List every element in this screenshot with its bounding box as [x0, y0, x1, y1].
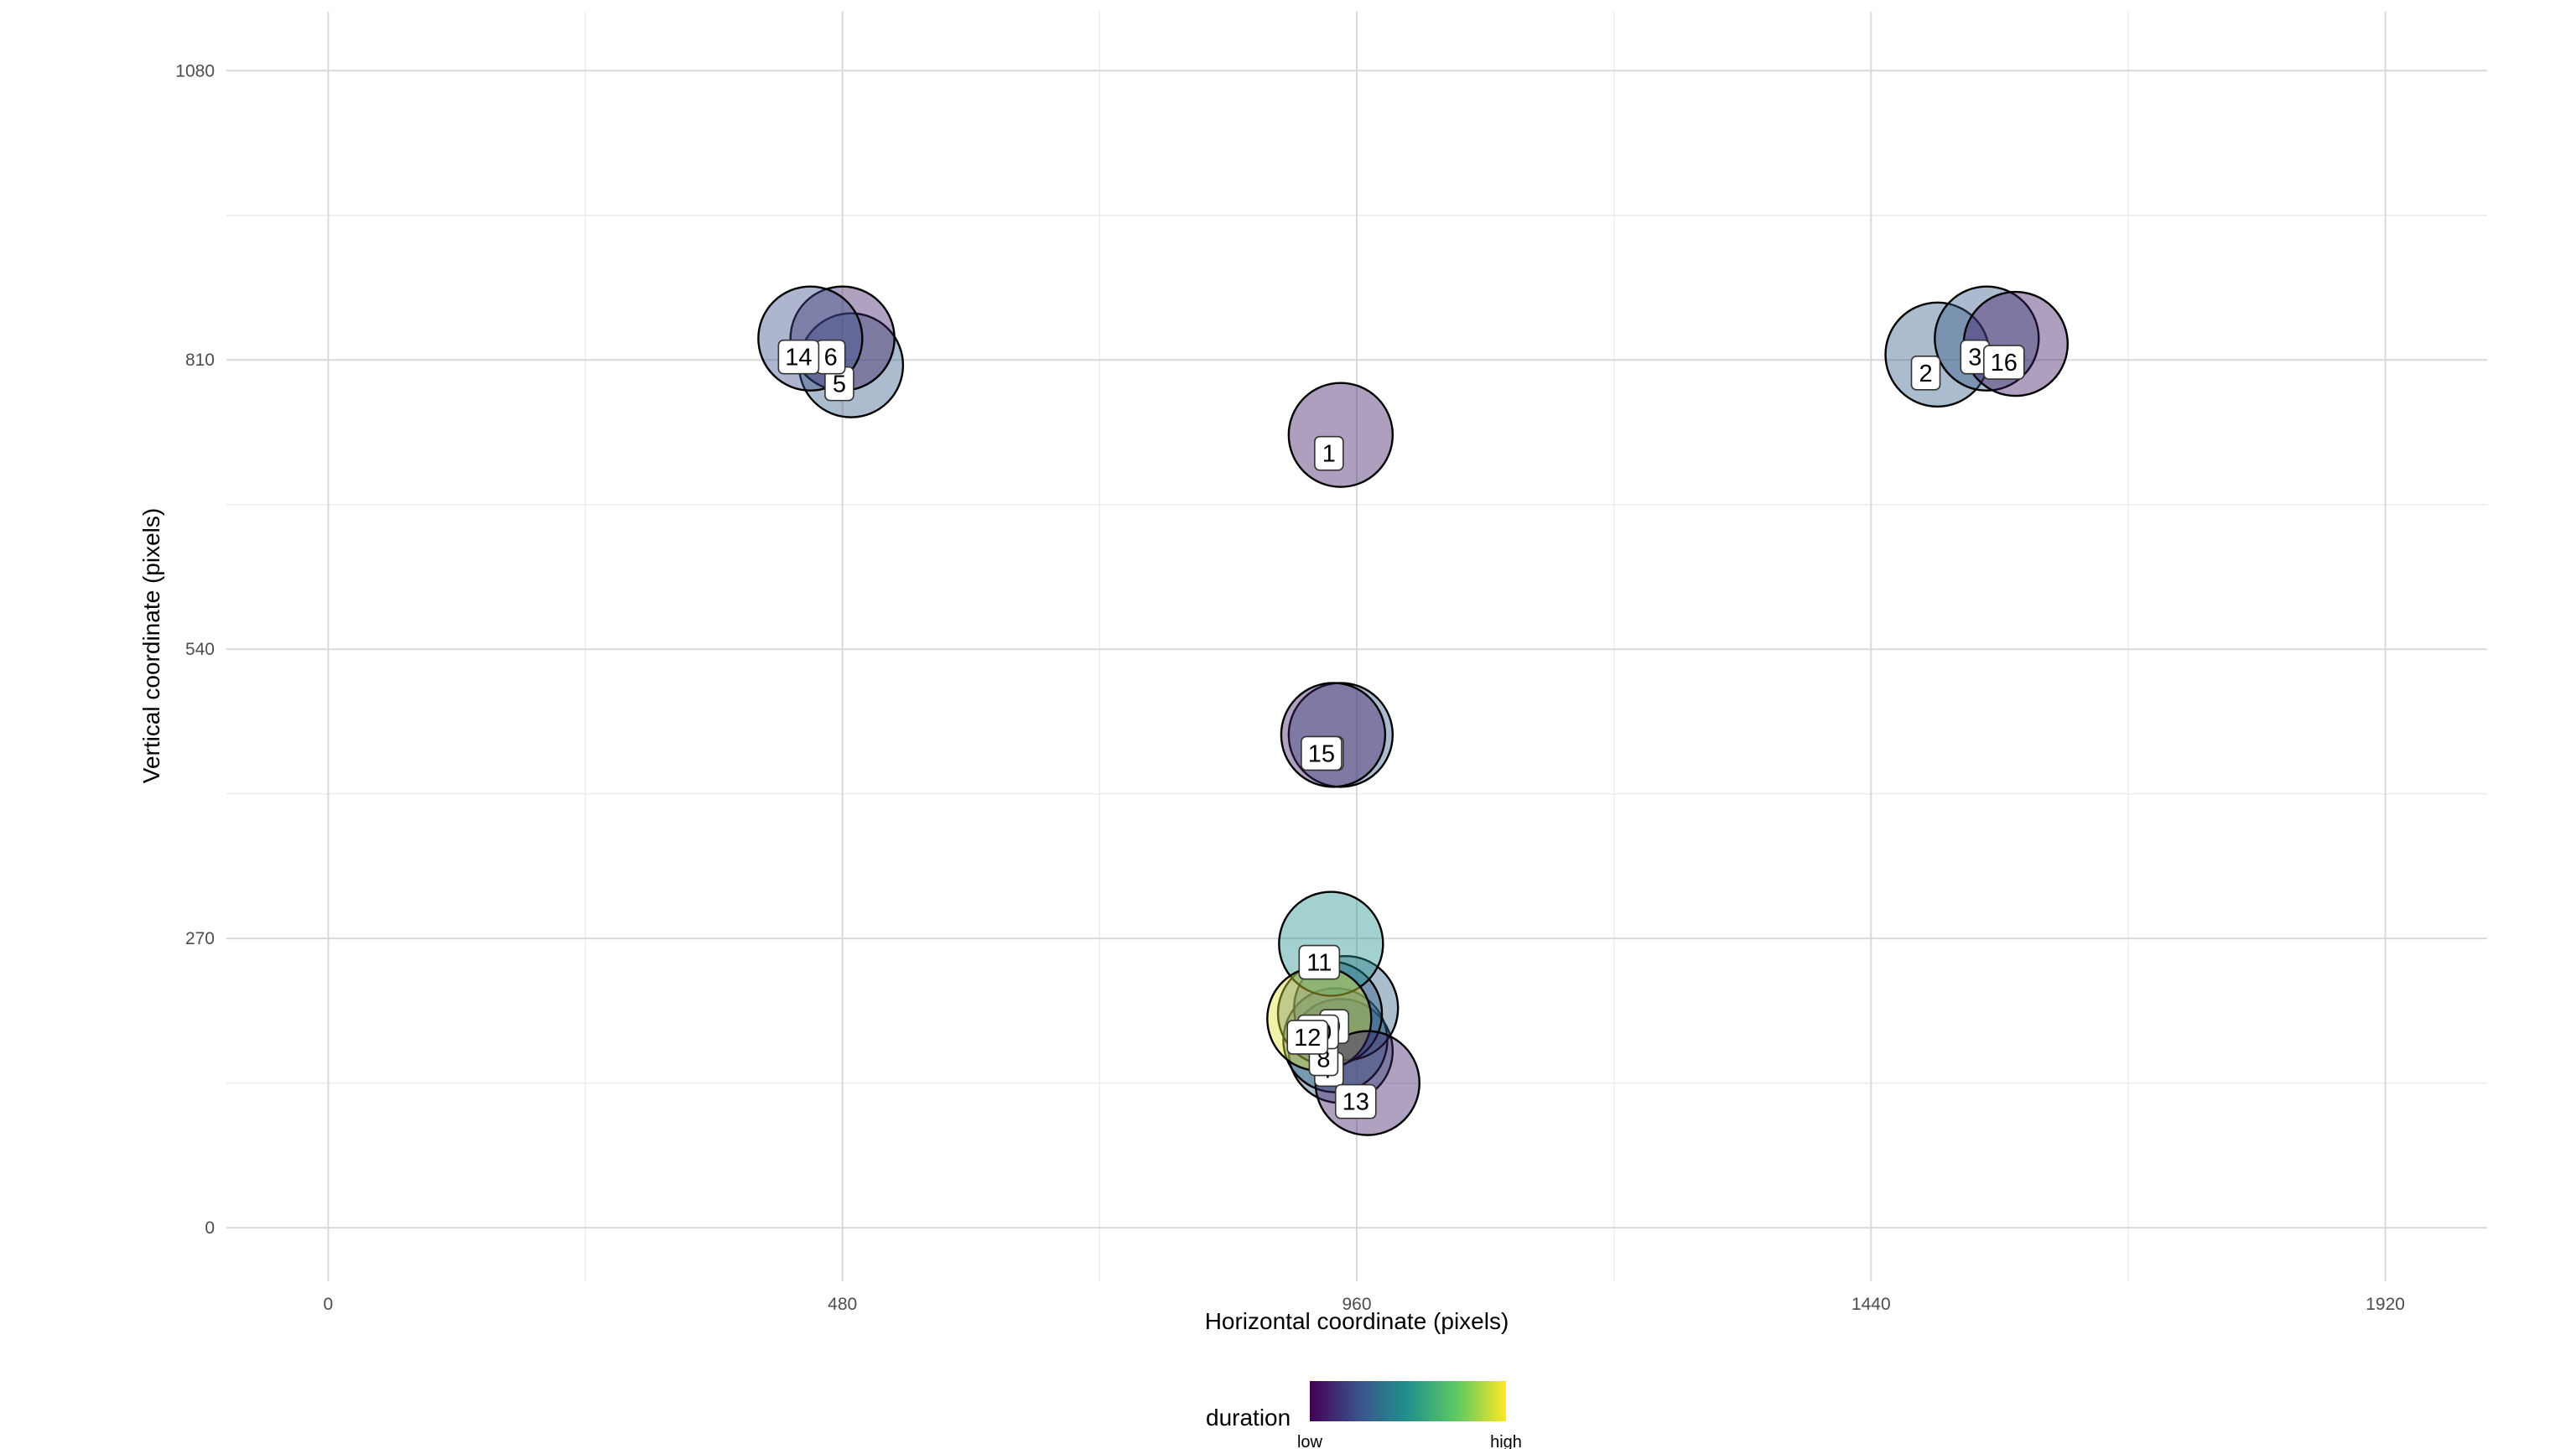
- label-text: 15: [1308, 740, 1335, 767]
- label-box: [1286, 1020, 1329, 1055]
- fixation-label-15: 15: [1301, 735, 1343, 771]
- y-tick-label: 540: [185, 640, 215, 659]
- label-text: 13: [1343, 1089, 1369, 1116]
- label-text: 5: [833, 371, 846, 398]
- x-tick-label: 480: [828, 1295, 857, 1314]
- y-tick-label: 810: [185, 351, 215, 370]
- fixation-label-1: 1: [1314, 435, 1344, 471]
- label-box: [1298, 944, 1341, 980]
- x-tick-label: 0: [324, 1295, 334, 1314]
- label-text: 3: [1968, 345, 1981, 371]
- color-legend: duration low high: [1206, 1381, 1522, 1449]
- label-box: [1910, 356, 1941, 391]
- label-text: 14: [785, 345, 812, 371]
- fixation-label-13: 13: [1334, 1083, 1377, 1119]
- y-tick-label: 270: [185, 929, 215, 948]
- y-tick-label: 1080: [175, 61, 215, 80]
- label-text: 11: [1306, 950, 1332, 977]
- x-tick-label: 1440: [1852, 1295, 1891, 1314]
- label-text: 12: [1294, 1025, 1321, 1052]
- x-tick-label: 960: [1342, 1295, 1371, 1314]
- label-text: 16: [1991, 350, 2018, 377]
- fixation-label-12: 12: [1286, 1020, 1329, 1055]
- fixation-label-3: 3: [1960, 339, 1991, 375]
- x-axis-title: Horizontal coordinate (pixels): [1205, 1308, 1509, 1334]
- fixation-label-6: 6: [815, 339, 846, 375]
- label-text: 6: [824, 345, 838, 371]
- y-tick-label: 0: [205, 1218, 215, 1238]
- label-box: [1334, 1083, 1377, 1119]
- fixation-circle-1: [1287, 382, 1394, 488]
- label-box: [1301, 735, 1343, 771]
- label-box: [1983, 345, 2025, 380]
- fixation-label-16: 16: [1983, 345, 2025, 380]
- fixation-circle-15: [1280, 682, 1387, 788]
- label-box: [777, 339, 820, 375]
- fixation-label-14: 14: [777, 339, 820, 375]
- y-axis-title: Vertical coordinate (pixels): [138, 508, 164, 783]
- legend-low-label: low: [1297, 1433, 1323, 1449]
- label-text: 1: [1322, 441, 1336, 468]
- axis-tick-labels: 0 480 960 1440 1920 0 270 540 810 1080: [175, 61, 2405, 1314]
- fixation-label-2: 2: [1910, 356, 1941, 391]
- grid-lines: [226, 12, 2487, 1281]
- legend-colorbar: [1310, 1381, 1506, 1421]
- label-text: 2: [1919, 361, 1932, 387]
- fixation-label-11: 11: [1298, 944, 1341, 980]
- label-box: [1314, 435, 1344, 471]
- fixation-labels: 12345678910111213141516: [777, 339, 2025, 1119]
- x-tick-label: 1920: [2366, 1295, 2405, 1314]
- legend-title: duration: [1206, 1405, 1291, 1431]
- legend-high-label: high: [1490, 1433, 1522, 1449]
